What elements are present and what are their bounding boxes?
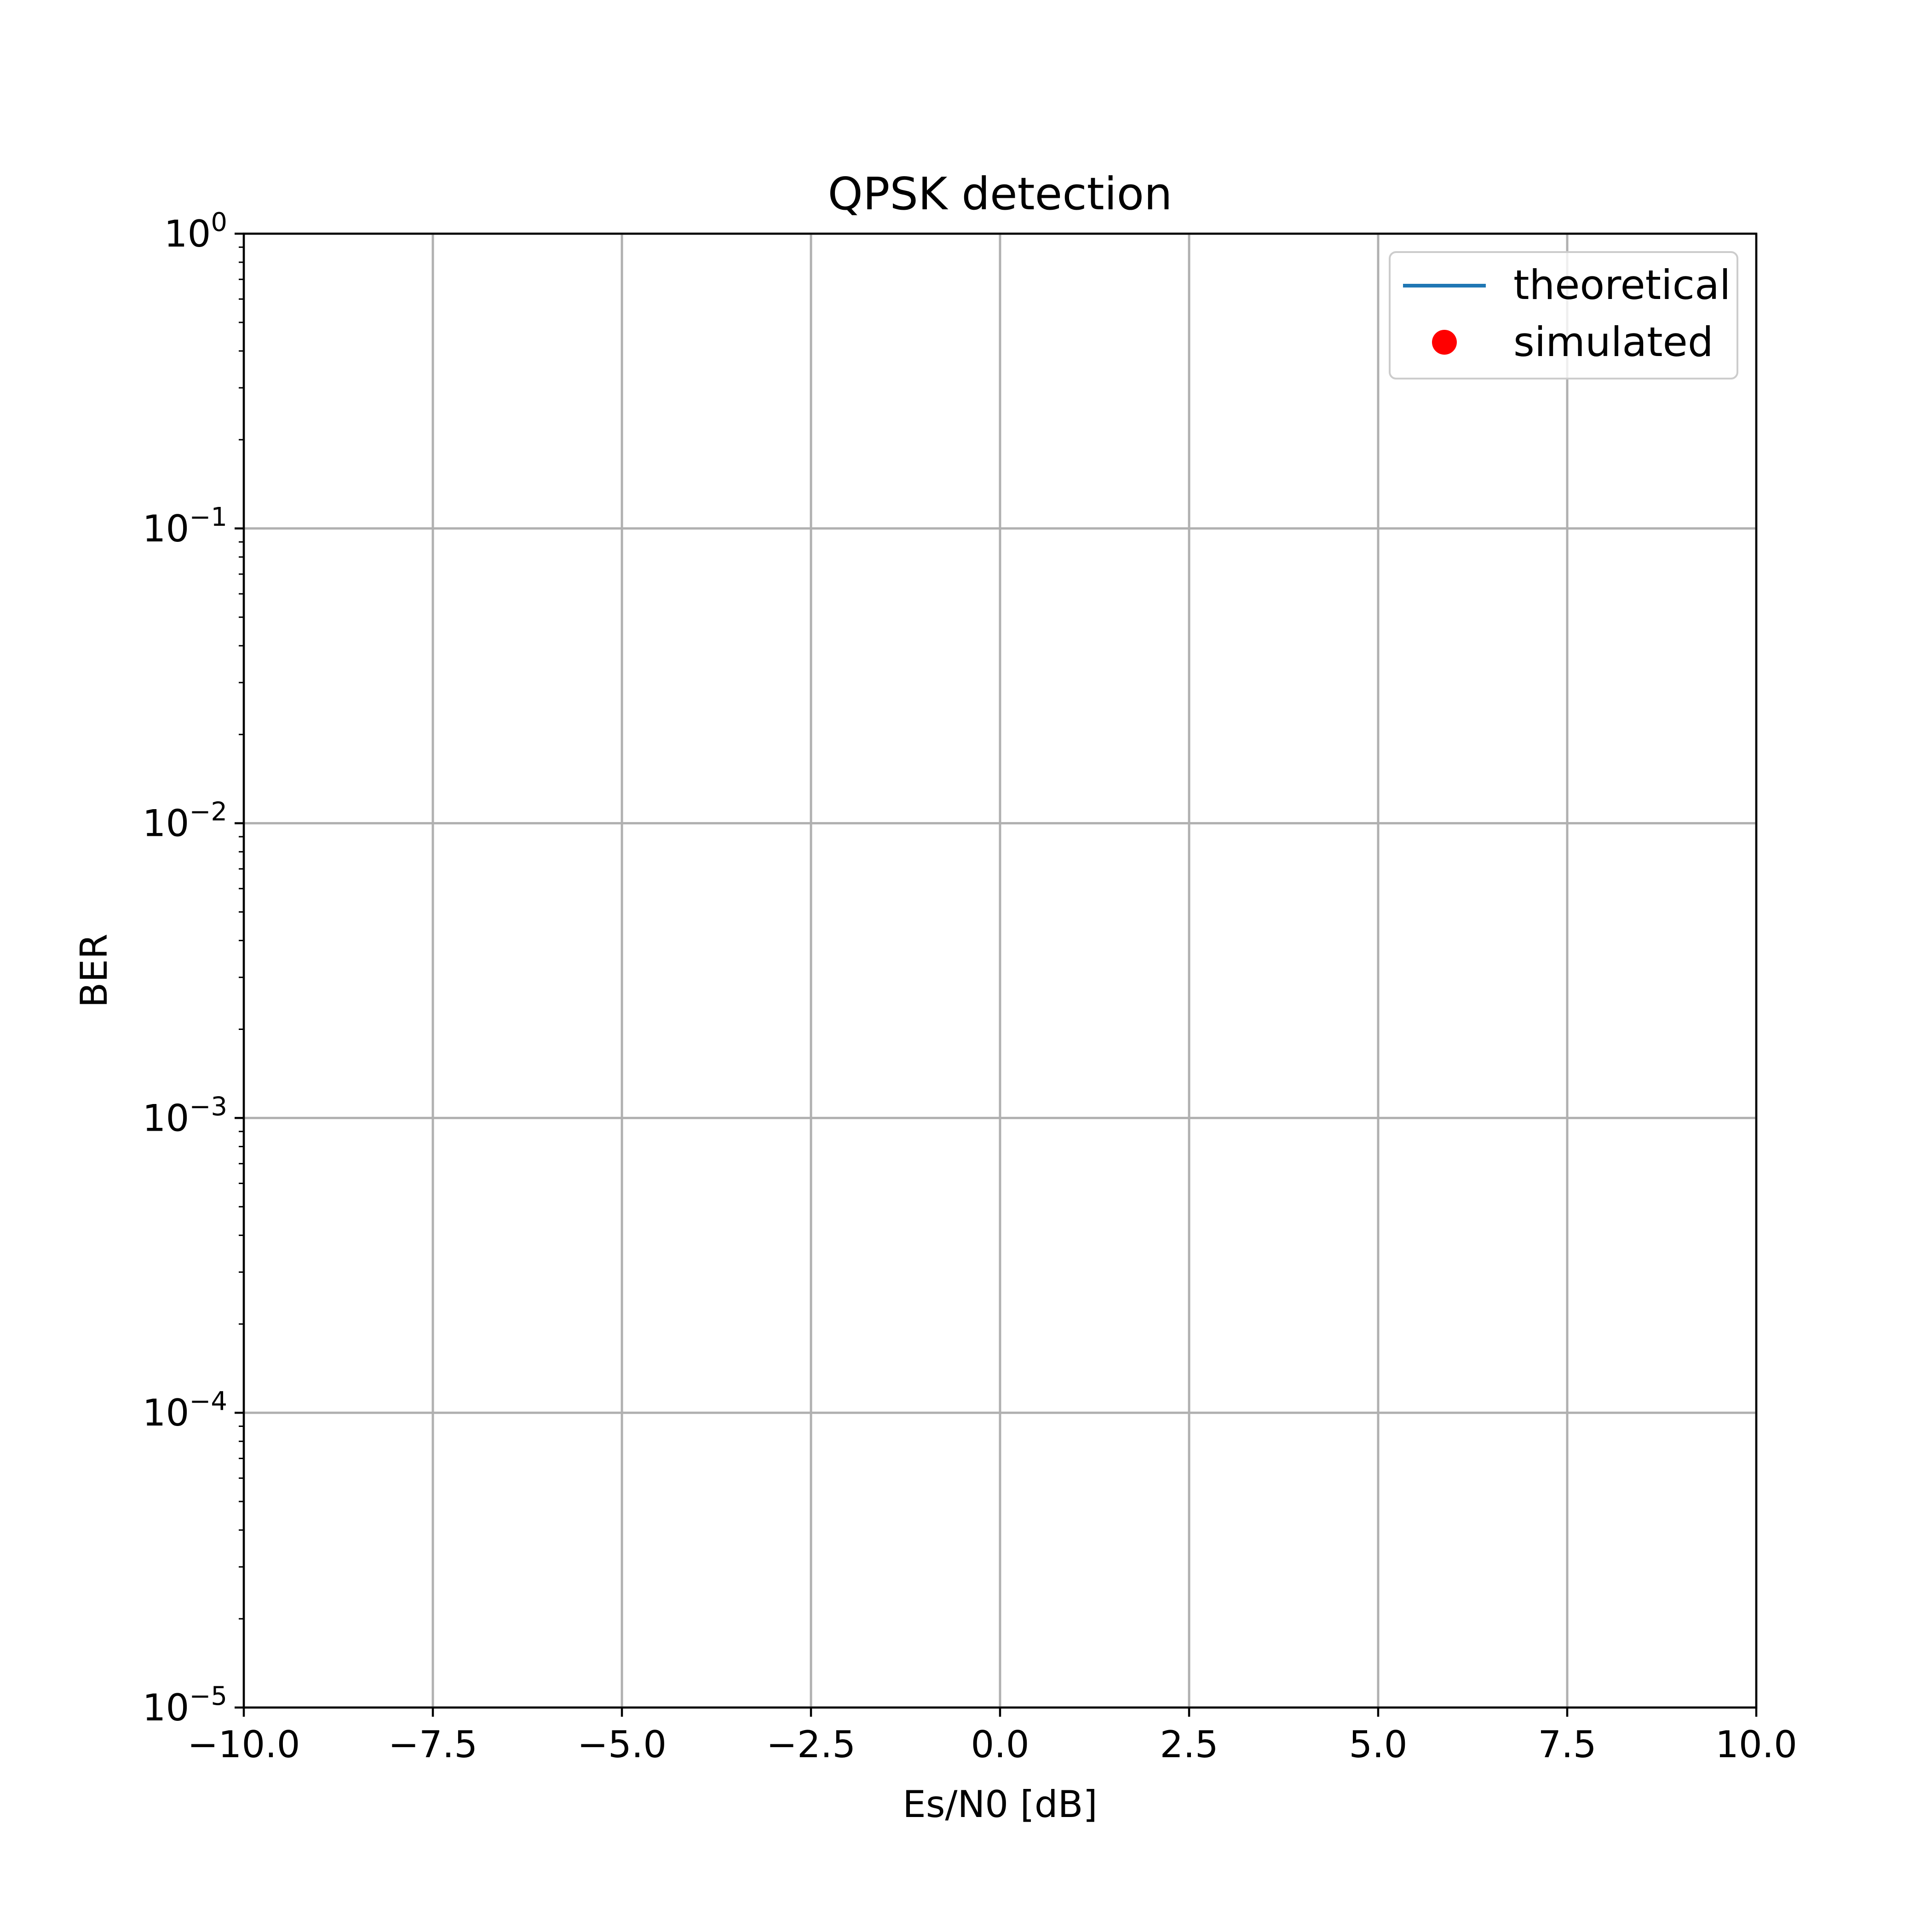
legend-box bbox=[1389, 251, 1738, 380]
legend-simulated-label: simulated bbox=[1513, 318, 1714, 366]
chart-title: QPSK detection bbox=[828, 168, 1173, 220]
axes-frame bbox=[242, 232, 1758, 1709]
y-tick-label: 10−4 bbox=[143, 1386, 227, 1434]
x-tick-label: −7.5 bbox=[388, 1723, 477, 1766]
x-tick-labels: −10.0 −7.5 −5.0 −2.5 0.0 2.5 5.0 7.5 10.0 bbox=[187, 1723, 1797, 1766]
x-tick-label: −2.5 bbox=[766, 1723, 856, 1766]
y-tick-label: 10−5 bbox=[143, 1681, 227, 1729]
legend: theoretical simulated bbox=[1389, 251, 1738, 380]
grid-lines bbox=[242, 232, 1758, 1709]
x-tick-label: −10.0 bbox=[187, 1723, 300, 1766]
legend-theoretical-label: theoretical bbox=[1513, 261, 1731, 309]
x-tick-label: 0.0 bbox=[971, 1723, 1029, 1766]
legend-simulated-swatch bbox=[1432, 330, 1457, 355]
y-tick-label: 100 bbox=[164, 207, 227, 255]
y-tick-label: 10−3 bbox=[143, 1092, 227, 1139]
y-axis-label: BER bbox=[73, 933, 115, 1007]
x-tick-label: 10.0 bbox=[1715, 1723, 1797, 1766]
y-tick-labels: 100 10−1 10−2 10−3 10−4 10−5 bbox=[143, 207, 227, 1729]
x-tick-label: 5.0 bbox=[1349, 1723, 1407, 1766]
y-tick-label: 10−1 bbox=[143, 502, 227, 550]
x-tick-label: 2.5 bbox=[1160, 1723, 1218, 1766]
y-tick-label: 10−2 bbox=[143, 797, 227, 845]
x-tick-label: 7.5 bbox=[1538, 1723, 1596, 1766]
x-axis-label: Es/N0 [dB] bbox=[903, 1783, 1097, 1826]
x-tick-label: −5.0 bbox=[577, 1723, 667, 1766]
